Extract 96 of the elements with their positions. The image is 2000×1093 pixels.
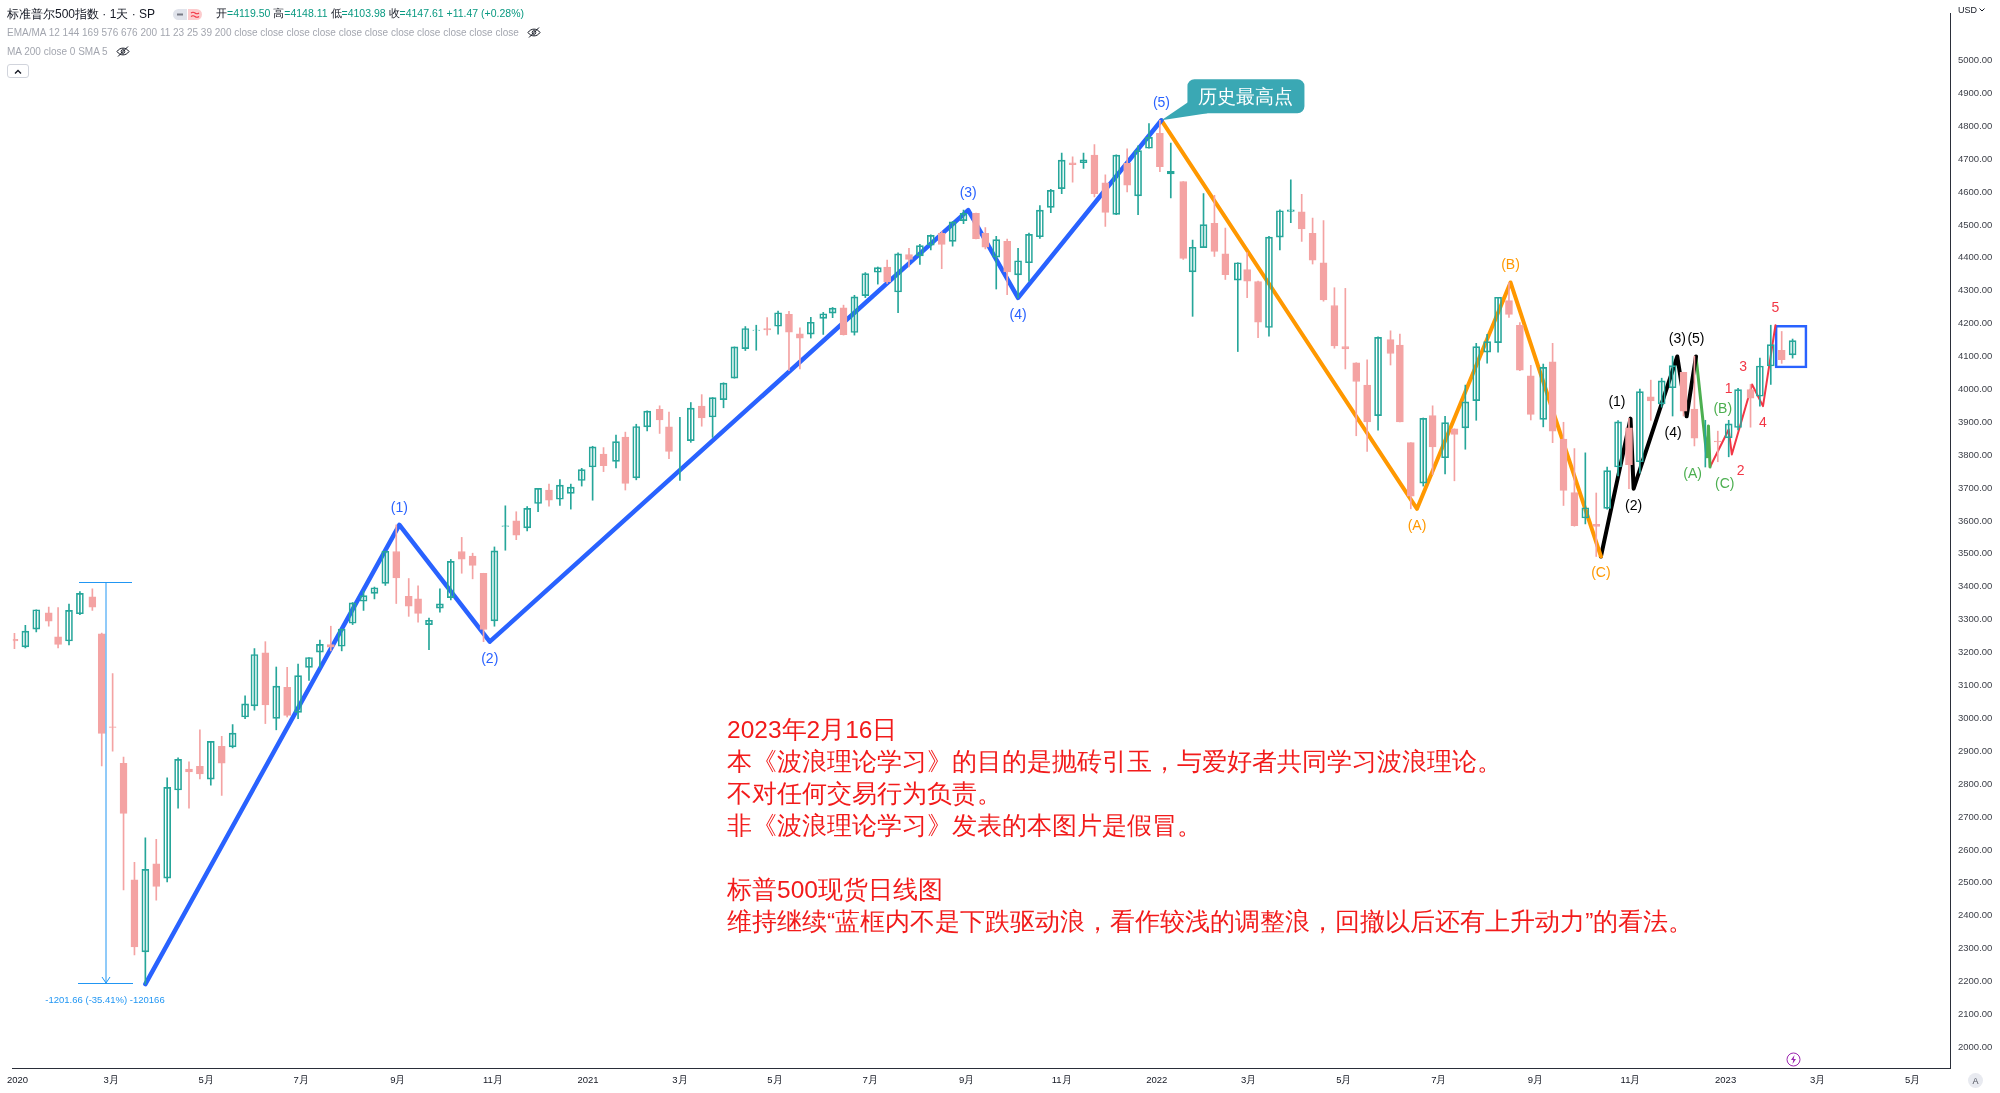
x-tick-label: 9月 [1527,1074,1544,1086]
annotation: (A) [1407,516,1427,533]
candlestick [1713,430,1722,463]
candlestick [326,625,335,652]
y-tick-label: 2900.00 [1958,744,1993,756]
y-tick-label: 4400.00 [1958,251,1993,263]
annotation: (C) [1715,474,1735,491]
x-tick-label: 2020 [7,1074,29,1086]
annotation: (2) [481,649,499,666]
y-tick-label: 2500.00 [1958,876,1993,888]
annotation: (2) [1625,496,1643,513]
y-tick-label: 2400.00 [1958,909,1993,921]
y-tick-label: 2800.00 [1958,777,1993,789]
candlestick [54,607,62,649]
candlestick [196,729,204,780]
y-tick-label: 3900.00 [1958,415,1993,427]
annotation: (4) [1664,424,1682,441]
y-tick-label: 2600.00 [1958,843,1993,855]
annotation: MA 200 close 0 SMA 5 [7,46,108,57]
x-tick-label: 3月 [103,1074,119,1086]
annotation: (1) [1608,392,1626,409]
annotation: (5) [1152,94,1171,111]
y-tick-label: 3400.00 [1958,580,1993,592]
x-tick-label: 3月 [1809,1074,1826,1086]
annotation: 维持继续“蓝框内不是下跌驱动浪，看作较浅的调整浪，回撤以后还有上升动力”的看法。 [727,907,1694,937]
annotation: 1 [1724,379,1733,396]
annotation: (4) [1009,305,1027,322]
candlestick [1592,492,1601,557]
annotation: (C) [1591,564,1611,581]
y-tick-label: 2100.00 [1958,1008,1993,1020]
x-tick-label: 7月 [1431,1074,1447,1086]
candlestick [404,578,413,617]
annotation: (5) [1687,330,1705,347]
x-tick-label: 11月 [1051,1074,1072,1086]
annotation: (A) [1683,464,1702,481]
x-tick-label: 3月 [1241,1074,1257,1086]
annotation: 本《波浪理论学习》的目的是抛砖引玉，与爱好者共同学习波浪理论。 [727,747,1503,777]
candlestick [796,327,804,370]
x-tick-label: 9月 [958,1074,975,1086]
x-tick-label: 9月 [390,1074,406,1086]
y-tick-label: 4300.00 [1958,284,1993,296]
x-tick-label: 7月 [862,1074,878,1086]
x-tick-label: 7月 [293,1074,309,1086]
y-tick-label: 4200.00 [1958,317,1993,329]
annotation: (3) [1668,330,1686,347]
candlestick [457,537,466,574]
y-tick-label: 4700.00 [1958,152,1993,164]
y-tick-label: 3700.00 [1958,481,1993,493]
annotation: -1201.66 (-35.41%) -120166 [45,994,165,1005]
x-tick-label: 2023 [1715,1074,1737,1086]
annotation: 4 [1759,414,1768,430]
x-tick-label: 2022 [1146,1074,1168,1086]
x-tick-label: 3月 [672,1074,688,1086]
y-tick-label: 3000.00 [1958,711,1993,723]
candlestick [1112,154,1121,216]
chart-title: 标准普尔500指数 · 1天 · SP [7,5,156,23]
y-tick-label: 4100.00 [1958,350,1993,362]
annotation: 3 [1739,358,1748,375]
y-tick-label: 2700.00 [1958,810,1993,822]
text: USD [1958,5,1978,15]
x-tick-label: 5月 [198,1074,214,1086]
y-tick-label: 2300.00 [1958,942,1993,954]
chart-subtitle: 开=4119.50 高=4148.11 低=4103.98 收=4147.61 +11.47 (+0.28%) [216,7,524,19]
annotation: 2023年2月16日 [727,715,899,745]
y-tick-label: 5000.00 [1958,54,1993,66]
y-tick-label: 3100.00 [1958,679,1993,691]
y-tick-label: 4500.00 [1958,218,1993,230]
x-tick-label: 5月 [1904,1074,1921,1086]
y-tick-label: 2000.00 [1958,1040,1993,1052]
y-tick-label: 2200.00 [1958,975,1993,987]
y-tick-label: 3500.00 [1958,547,1993,559]
annotation: (3) [959,183,977,200]
y-tick-label: 3200.00 [1958,646,1993,658]
y-tick-label: 4800.00 [1958,119,1993,131]
x-tick-label: 11月 [1620,1074,1641,1086]
annotation: 5 [1771,299,1780,316]
round-button: A [1968,1073,1983,1088]
y-tick-label: 4900.00 [1958,86,1993,98]
y-tick-label: 3600.00 [1958,514,1993,526]
y-tick-label: 3800.00 [1958,448,1993,460]
y-tick-label: 3300.00 [1958,613,1993,625]
y-tick-label: 4600.00 [1958,185,1993,197]
annotation: 标普500现货日线图 [727,875,944,905]
annotation: 非《波浪理论学习》发表的本图片是假冒。 [727,811,1203,841]
annotation: (B) [1713,399,1733,416]
annotation: 2 [1736,462,1745,479]
y-tick-label: 4000.00 [1958,382,1993,394]
x-tick-label: 11月 [482,1074,503,1086]
annotation: 不对任何交易行为负责。 [727,779,1003,809]
x-tick-label: 2021 [577,1074,599,1086]
x-tick-label: 5月 [767,1074,783,1086]
annotation: (B) [1501,256,1520,273]
annotation: (1) [390,498,408,515]
annotation: EMA/MA 12 144 169 576 676 200 11 23 25 39 200 close close close close close close close close close close close [7,27,519,38]
x-tick-label: 5月 [1336,1074,1352,1086]
annotation: 历史最高点 [1198,85,1294,107]
